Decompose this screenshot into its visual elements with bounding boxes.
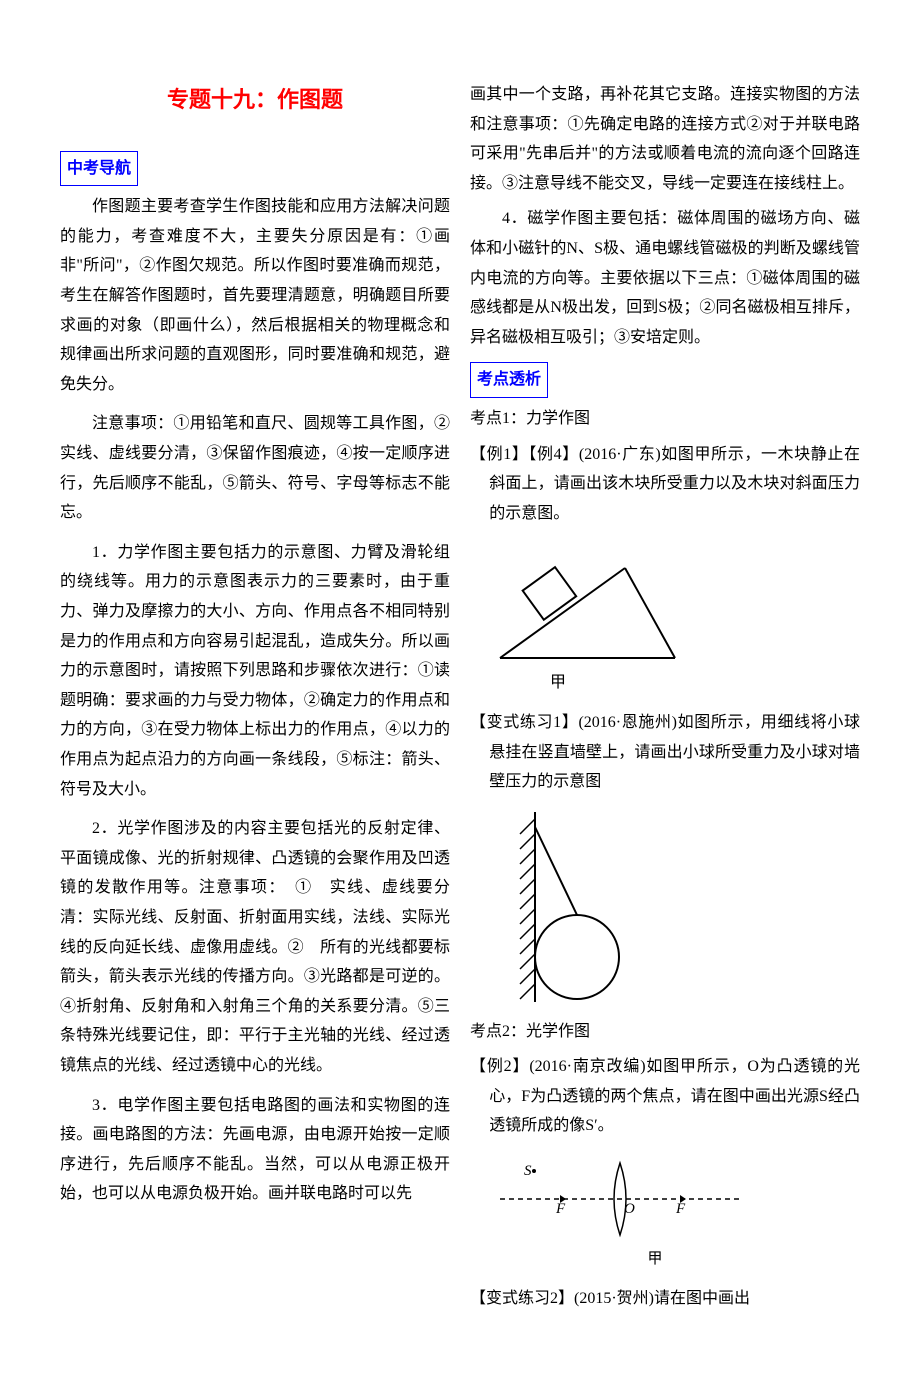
topic-point-1: 考点1：力学作图 — [470, 404, 860, 434]
example-1: 【例1】【例4】(2016·广东)如图甲所示，一木块静止在斜面上，请画出该木块所… — [470, 440, 860, 529]
force-paragraph: 1．力学作图主要包括力的示意图、力臂及滑轮组的绕线等。用力的示意图表示力的三要素… — [60, 538, 450, 804]
wall-ball-icon — [490, 807, 660, 1007]
convex-lens-icon: S F O F — [490, 1151, 750, 1246]
elec-paragraph-2: 画其中一个支路，再补花其它支路。连接实物图的方法和注意事项：①先确定电路的连接方… — [470, 80, 860, 198]
section-nav-label: 中考导航 — [60, 151, 138, 187]
intro-paragraph-2: 注意事项：①用铅笔和直尺、圆规等工具作图，②实线、虚线要分清，③保留作图痕迹，④… — [60, 409, 450, 527]
figure-wall-ball — [490, 807, 860, 1007]
variant-1: 【变式练习1】(2016·恩施州)如图所示，用细线将小球悬挂在竖直墙壁上，请画出… — [470, 708, 860, 797]
elec-paragraph: 3．电学作图主要包括电路图的画法和实物图的连接。画电路图的方法：先画电源，由电源… — [60, 1091, 450, 1209]
variant-2: 【变式练习2】(2015·贺州)请在图中画出 — [470, 1284, 860, 1314]
lens-label-F2: F — [675, 1201, 686, 1217]
intro-paragraph-1: 作图题主要考查学生作图技能和应用方法解决问题的能力，考查难度不大，主要失分原因是… — [60, 192, 450, 399]
figure-incline: 甲 — [490, 538, 860, 698]
lens-label-F1: F — [555, 1201, 566, 1217]
example-2: 【例2】(2016·南京改编)如图甲所示，O为凸透镜的光心，F为凸透镜的两个焦点… — [470, 1052, 860, 1141]
figure-lens-caption: 甲 — [450, 1246, 860, 1274]
mag-paragraph: 4．磁学作图主要包括：磁体周围的磁场方向、磁体和小磁针的N、S极、通电螺线管磁极… — [470, 204, 860, 352]
section-analysis-label: 考点透析 — [470, 362, 548, 398]
left-column: 专题十九：作图题 中考导航 作图题主要考查学生作图技能和应用方法解决问题的能力，… — [60, 80, 450, 1319]
topic-point-2: 考点2：光学作图 — [470, 1017, 860, 1047]
page-container: 专题十九：作图题 中考导航 作图题主要考查学生作图技能和应用方法解决问题的能力，… — [60, 80, 860, 1319]
figure-lens: S F O F 甲 — [490, 1151, 860, 1274]
light-paragraph: 2．光学作图涉及的内容主要包括光的反射定律、平面镜成像、光的折射规律、凸透镜的会… — [60, 814, 450, 1080]
lens-label-S: S — [524, 1163, 532, 1179]
incline-block-icon — [490, 538, 690, 668]
topic-title: 专题十九：作图题 — [60, 80, 450, 121]
right-column: 画其中一个支路，再补花其它支路。连接实物图的方法和注意事项：①先确定电路的连接方… — [470, 80, 860, 1319]
figure-incline-caption: 甲 — [550, 668, 860, 698]
lens-label-O: O — [624, 1201, 635, 1217]
